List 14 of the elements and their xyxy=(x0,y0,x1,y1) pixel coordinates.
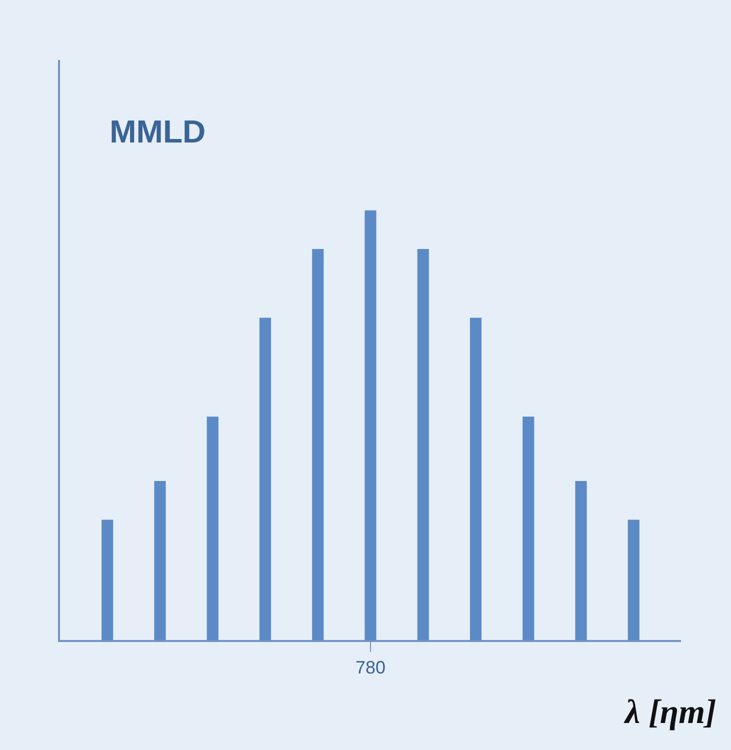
bar xyxy=(259,318,272,640)
bar xyxy=(206,416,218,640)
x-axis-title: λ [ηm] xyxy=(623,694,716,731)
x-tick-label: 780 xyxy=(355,658,386,678)
bar xyxy=(417,249,429,640)
bar xyxy=(312,249,324,640)
bar xyxy=(364,210,376,640)
bar xyxy=(522,416,534,640)
bar xyxy=(154,481,166,640)
chart-title: MMLD xyxy=(110,113,206,150)
bar xyxy=(575,481,587,640)
bar xyxy=(470,318,482,640)
bar xyxy=(628,520,640,640)
bar xyxy=(102,520,114,640)
